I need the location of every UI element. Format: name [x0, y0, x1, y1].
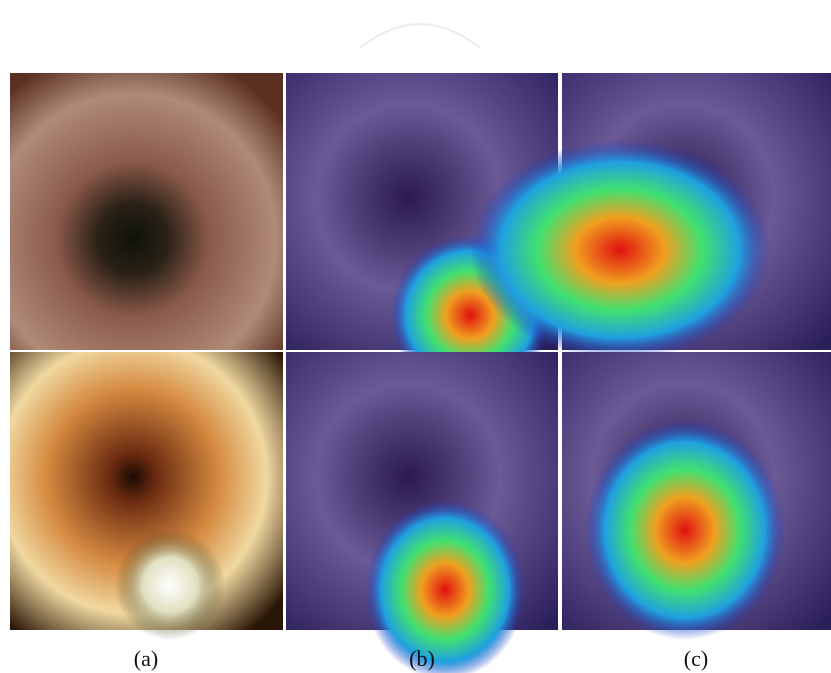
- image-a-top: [10, 73, 283, 350]
- image-highlight: [115, 530, 225, 640]
- figure-images: [0, 0, 831, 673]
- figure-page: (a) (b) (c): [0, 0, 831, 673]
- caption: (b): [382, 646, 462, 672]
- caption: (a): [106, 646, 186, 672]
- heatmap: [470, 140, 770, 360]
- heatmap: [585, 420, 785, 640]
- caption: (c): [656, 646, 736, 672]
- watermark: [360, 24, 480, 48]
